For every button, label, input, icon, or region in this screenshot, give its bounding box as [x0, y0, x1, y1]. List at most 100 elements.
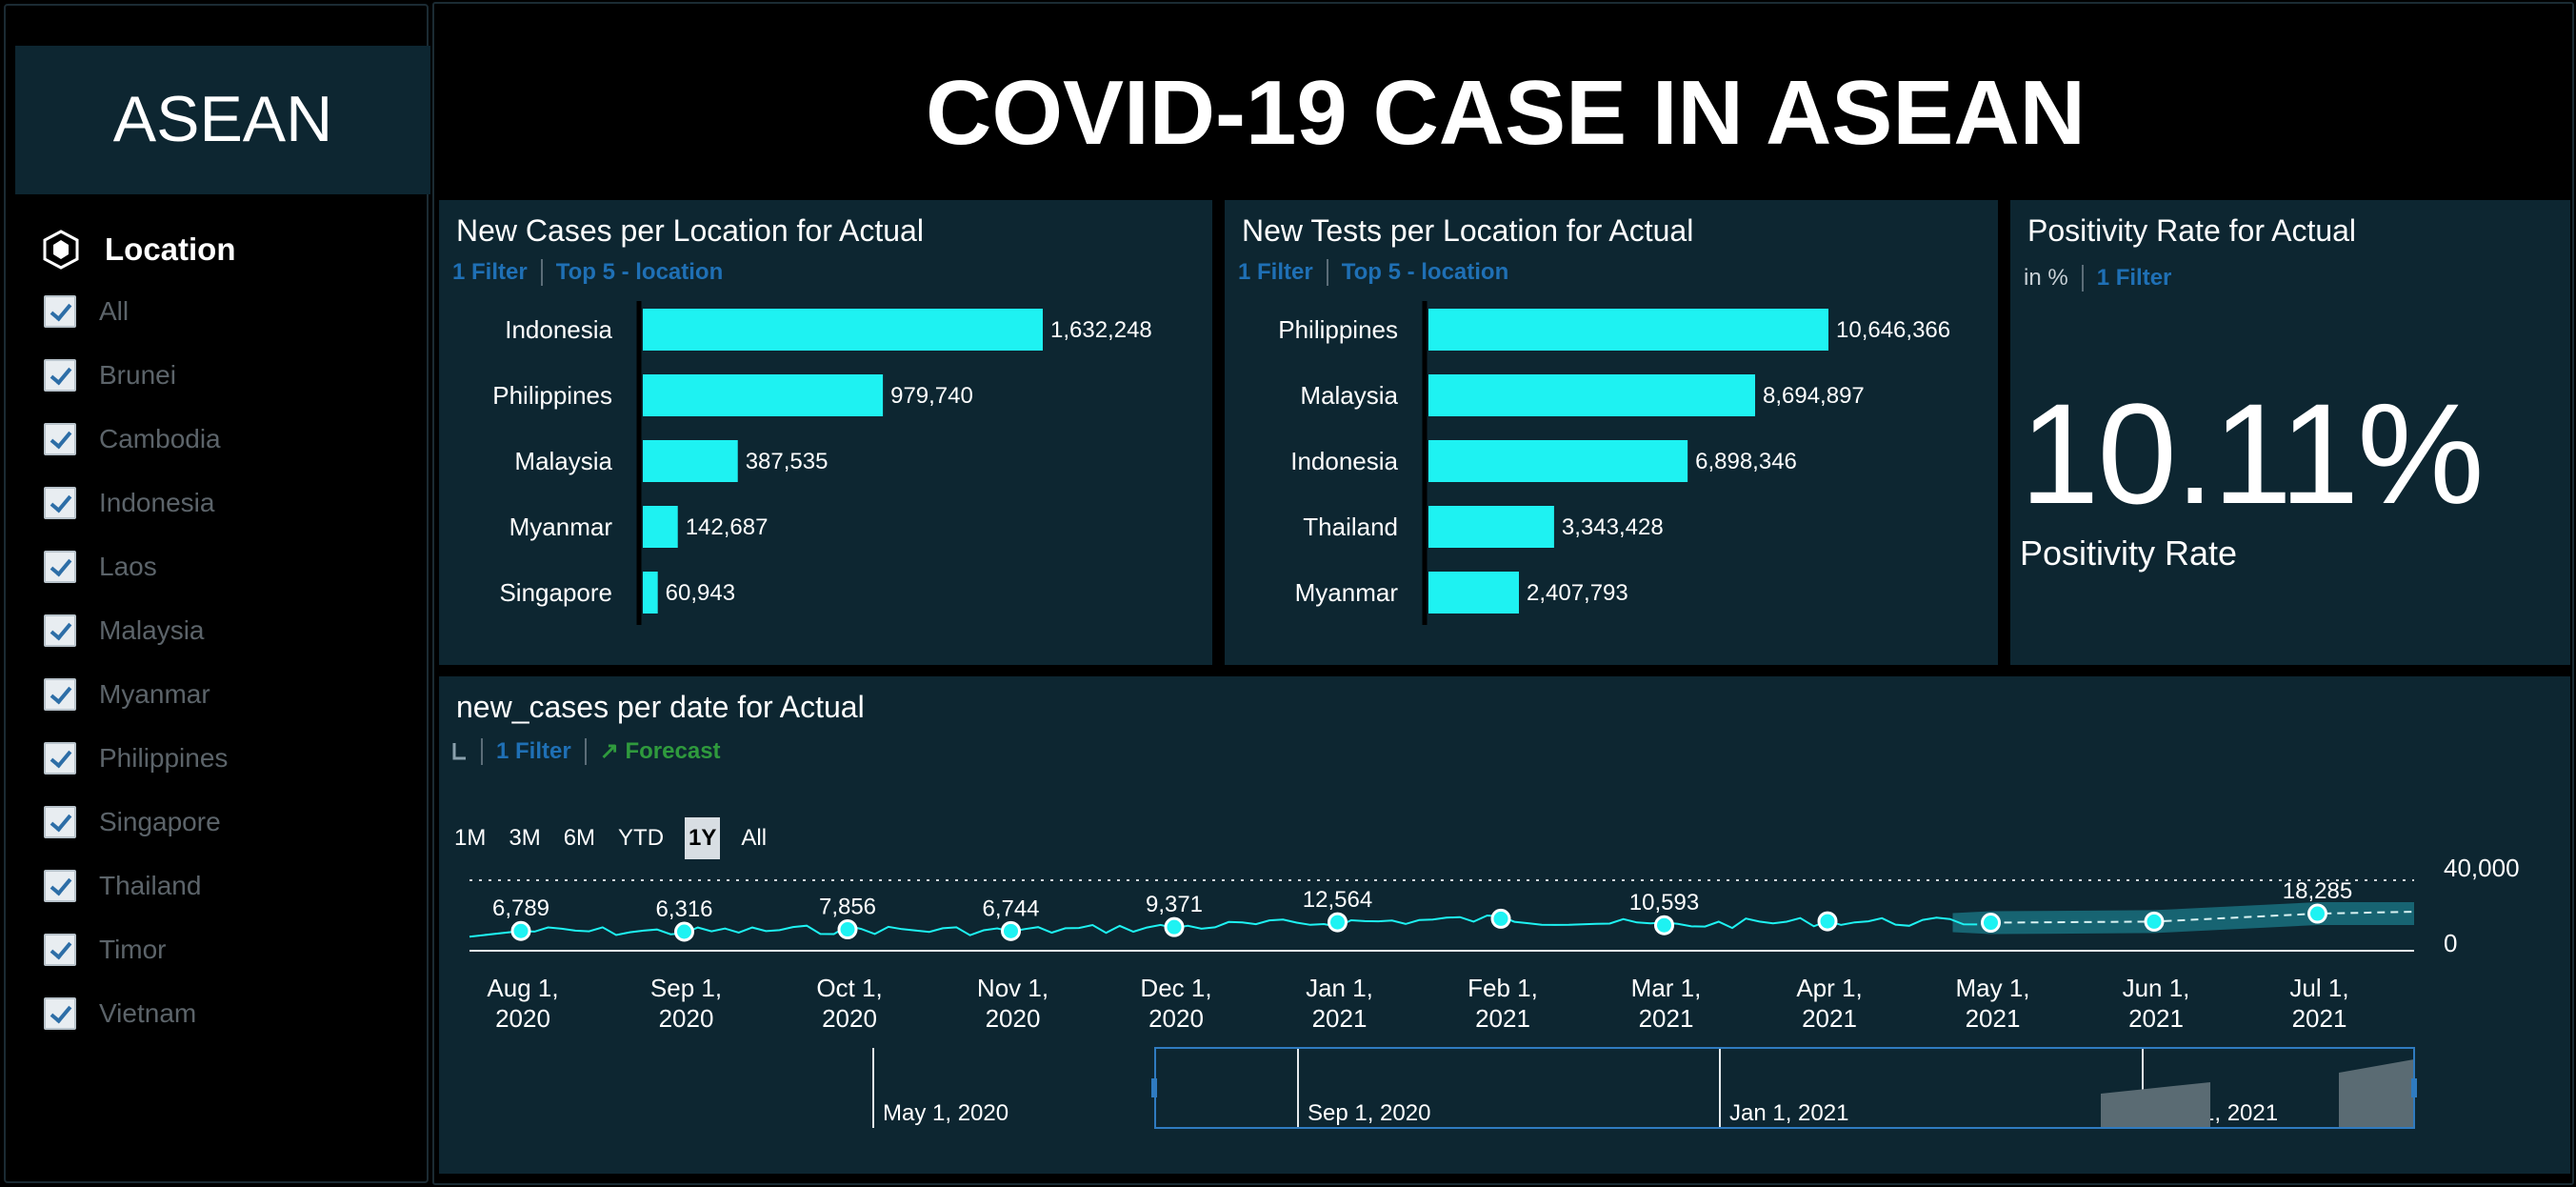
x-tick-label-year: 2021: [1966, 1004, 2021, 1033]
location-filter-item[interactable]: Indonesia: [44, 484, 214, 522]
bar[interactable]: [1428, 440, 1688, 482]
bar[interactable]: [1428, 572, 1519, 614]
x-tick-label: May 1,: [1955, 974, 2029, 1002]
new-cases-tile[interactable]: New Cases per Location for Actual 1 Filt…: [439, 200, 1212, 665]
location-filter-item[interactable]: Brunei: [44, 356, 176, 394]
kpi-label: Positivity Rate: [2020, 533, 2238, 573]
bar[interactable]: [643, 506, 678, 548]
range-button-ytd[interactable]: YTD: [618, 825, 665, 851]
data-point[interactable]: [510, 920, 531, 941]
divider: [481, 737, 483, 765]
forecast-arrow-icon: ↗: [599, 738, 626, 764]
data-label: 8,694,897: [1763, 383, 1865, 409]
location-filter-item[interactable]: Cambodia: [44, 420, 221, 458]
bar[interactable]: [643, 374, 884, 416]
time-series-icon: [452, 742, 466, 759]
data-label: 1,632,248: [1050, 317, 1152, 343]
navigator-label: Jan 1, 2021: [1729, 1100, 1848, 1126]
range-button-all[interactable]: All: [741, 825, 768, 851]
checkbox[interactable]: [44, 551, 76, 583]
range-button-1y[interactable]: 1Y: [685, 817, 721, 859]
rank-link[interactable]: Top 5 - location: [1341, 259, 1509, 285]
location-filter-item[interactable]: Laos: [44, 548, 157, 586]
filter-link[interactable]: 1 Filter: [496, 737, 571, 764]
data-point[interactable]: [2307, 903, 2327, 924]
x-tick-label: Jul 1,: [2289, 974, 2348, 1002]
x-tick-label-year: 2021: [1639, 1004, 1694, 1033]
checkbox[interactable]: [44, 934, 76, 966]
location-filter-item[interactable]: Timor: [44, 931, 167, 969]
navigator-handle-left[interactable]: [1151, 1078, 1157, 1097]
filter-link[interactable]: 1 Filter: [2096, 265, 2172, 291]
data-point[interactable]: [2144, 911, 2165, 932]
tile-subtitle: in % 1 Filter: [2024, 265, 2171, 292]
filter-item-label: Indonesia: [99, 488, 215, 517]
filter-item-label: All: [99, 296, 130, 326]
location-filter-item[interactable]: Thailand: [44, 867, 201, 905]
data-point[interactable]: [674, 921, 694, 942]
data-label: 12,564: [1303, 887, 1372, 913]
filter-link[interactable]: 1 Filter: [1238, 259, 1313, 285]
data-point[interactable]: [1981, 913, 2001, 934]
data-point[interactable]: [1490, 908, 1511, 929]
location-filter-item[interactable]: All: [44, 292, 129, 331]
forecast-link[interactable]: Forecast: [625, 737, 721, 764]
checkbox[interactable]: [44, 870, 76, 902]
category-label: Singapore: [499, 578, 612, 607]
data-point[interactable]: [1817, 911, 1838, 932]
category-label: Philippines: [1278, 315, 1398, 344]
x-tick-label-year: 2020: [986, 1004, 1041, 1033]
bar[interactable]: [643, 572, 658, 614]
range-button-6m[interactable]: 6M: [563, 825, 596, 851]
checkbox[interactable]: [44, 614, 76, 647]
category-label: Myanmar: [1295, 578, 1399, 607]
data-label: 10,593: [1629, 890, 1699, 915]
new-cases-timeline-tile[interactable]: new_cases per date for Actual 1 Filter ↗…: [439, 676, 2570, 1174]
navigator-handle-right[interactable]: [2411, 1078, 2417, 1097]
x-tick-label-year: 2020: [659, 1004, 714, 1033]
location-filter-item[interactable]: Malaysia: [44, 612, 204, 650]
checkbox[interactable]: [44, 359, 76, 392]
tile-subtitle: 1 Filter Top 5 - location: [452, 259, 723, 286]
data-point[interactable]: [1654, 915, 1674, 936]
divider: [540, 259, 543, 286]
x-tick-label: Dec 1,: [1140, 974, 1211, 1002]
bar[interactable]: [1428, 309, 1828, 351]
data-point[interactable]: [1164, 916, 1185, 937]
checkbox[interactable]: [44, 997, 76, 1030]
bar[interactable]: [643, 309, 1043, 351]
data-point[interactable]: [1001, 920, 1021, 941]
range-button-1m[interactable]: 1M: [454, 825, 487, 851]
checkbox[interactable]: [44, 678, 76, 711]
checkbox[interactable]: [44, 295, 76, 328]
data-point[interactable]: [837, 919, 858, 940]
data-label: 2,407,793: [1527, 580, 1628, 606]
bar[interactable]: [1428, 506, 1554, 548]
filter-item-label: Malaysia: [99, 615, 205, 645]
new-tests-tile[interactable]: New Tests per Location for Actual 1 Filt…: [1225, 200, 1998, 665]
positivity-tile[interactable]: Positivity Rate for Actual in % 1 Filter…: [2010, 200, 2570, 665]
location-filter-item[interactable]: Vietnam: [44, 995, 196, 1033]
location-filter-item[interactable]: Myanmar: [44, 675, 210, 714]
bar[interactable]: [1428, 374, 1756, 416]
location-filter-item[interactable]: Singapore: [44, 803, 221, 841]
unit-label: in %: [2024, 265, 2068, 291]
checkbox[interactable]: [44, 806, 76, 838]
tile-title: New Cases per Location for Actual: [456, 213, 924, 248]
checkbox[interactable]: [44, 742, 76, 775]
filter-item-label: Brunei: [99, 360, 176, 390]
range-button-3m[interactable]: 3M: [509, 825, 541, 851]
filter-link[interactable]: 1 Filter: [452, 259, 528, 285]
rank-link[interactable]: Top 5 - location: [555, 259, 724, 285]
brand-title: ASEAN: [112, 83, 333, 155]
filter-item-label: Timor: [99, 935, 167, 964]
tile-title: Positivity Rate for Actual: [2027, 213, 2357, 248]
location-filter-item[interactable]: Philippines: [44, 739, 228, 777]
checkbox[interactable]: [44, 487, 76, 519]
data-label: 10,646,366: [1836, 317, 1950, 343]
data-point[interactable]: [1328, 912, 1348, 933]
filter-item-label: Philippines: [99, 743, 229, 773]
checkbox[interactable]: [44, 423, 76, 455]
navigator-label: May 1, 2020: [883, 1100, 1008, 1126]
bar[interactable]: [643, 440, 738, 482]
